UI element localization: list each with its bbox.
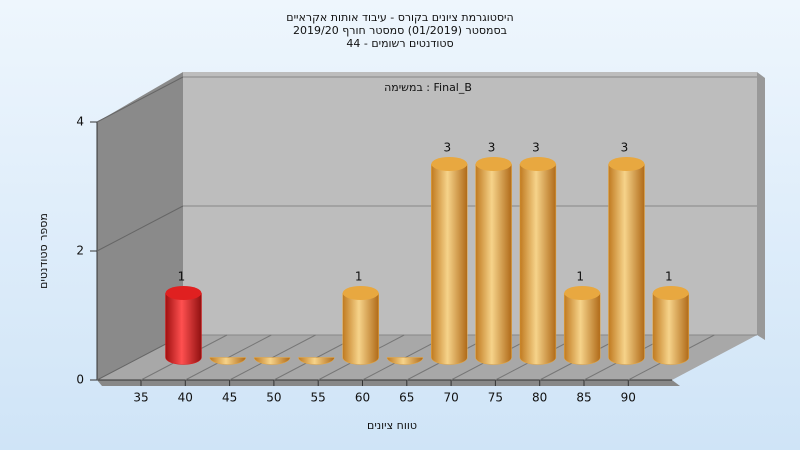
bar	[652, 286, 690, 365]
annotation: במשימה : Final_B	[384, 81, 472, 94]
value-label: 3	[488, 141, 496, 155]
value-label: 1	[576, 270, 584, 284]
bar-top	[431, 157, 468, 171]
bar-body	[475, 163, 512, 365]
side-wall	[97, 72, 183, 380]
bar-top	[564, 286, 601, 300]
y-tick-label: 4	[76, 115, 84, 129]
bar	[608, 157, 645, 365]
y-tick-label: 2	[76, 244, 84, 258]
bar-body	[652, 292, 690, 365]
title-line: היסטוגרמת ציונים בקורס - עיבוד אותות אקר…	[286, 11, 513, 24]
x-tick-label: 40	[178, 391, 193, 405]
bar-top	[475, 157, 512, 171]
bar	[475, 157, 512, 365]
x-tick-label: 55	[311, 391, 326, 405]
bar-body	[298, 357, 335, 365]
x-tick-label: 65	[399, 391, 414, 405]
bar-body	[165, 292, 202, 365]
x-tick-label: 35	[133, 391, 148, 405]
x-tick-label: 85	[576, 391, 591, 405]
bar-body	[209, 357, 247, 365]
title-line: סטודנטים רשומים - 44	[346, 37, 453, 50]
x-tick-label: 90	[621, 391, 636, 405]
bar-top	[165, 286, 202, 300]
title: היסטוגרמת ציונים בקורס - עיבוד אותות אקר…	[286, 11, 513, 50]
bar	[563, 286, 601, 365]
x-tick-label: 50	[266, 391, 281, 405]
bar-body	[342, 292, 379, 365]
bar	[253, 357, 291, 365]
bar-body	[519, 163, 557, 365]
bar	[386, 357, 424, 365]
bar-top	[519, 157, 556, 171]
y-tick-label: 0	[76, 373, 84, 387]
title-line: בסמסטר (01/2019) סמסטר חורף 2019/20	[293, 24, 507, 37]
x-tick-label: 75	[488, 391, 503, 405]
bar-body	[253, 357, 291, 365]
value-label: 3	[532, 141, 540, 155]
x-tick-label: 80	[532, 391, 547, 405]
bar	[431, 157, 468, 365]
x-axis-label: טווח ציונים	[367, 419, 417, 432]
bar-body	[386, 357, 424, 365]
value-label: 1	[665, 270, 673, 284]
bar-body	[608, 163, 645, 365]
value-label: 3	[621, 141, 629, 155]
wall-edge	[757, 72, 765, 340]
bar-body	[563, 292, 601, 365]
x-tick-label: 60	[355, 391, 370, 405]
floor-edge	[97, 380, 680, 386]
bar	[519, 157, 557, 365]
value-label: 3	[443, 141, 451, 155]
bar-top	[608, 157, 645, 171]
y-axis-label: מספר סטודנטים	[37, 213, 50, 289]
bar	[209, 357, 247, 365]
bar-top	[342, 286, 379, 300]
grid-line	[96, 205, 184, 252]
grid-line	[96, 76, 184, 123]
bar-top	[652, 286, 689, 300]
x-tick-label: 45	[222, 391, 237, 405]
bar	[298, 357, 335, 365]
value-label: 1	[178, 270, 186, 284]
x-tick-label: 70	[443, 391, 458, 405]
bar	[342, 286, 379, 365]
value-label: 1	[355, 270, 363, 284]
bar	[165, 286, 202, 365]
bar-body	[431, 163, 468, 365]
